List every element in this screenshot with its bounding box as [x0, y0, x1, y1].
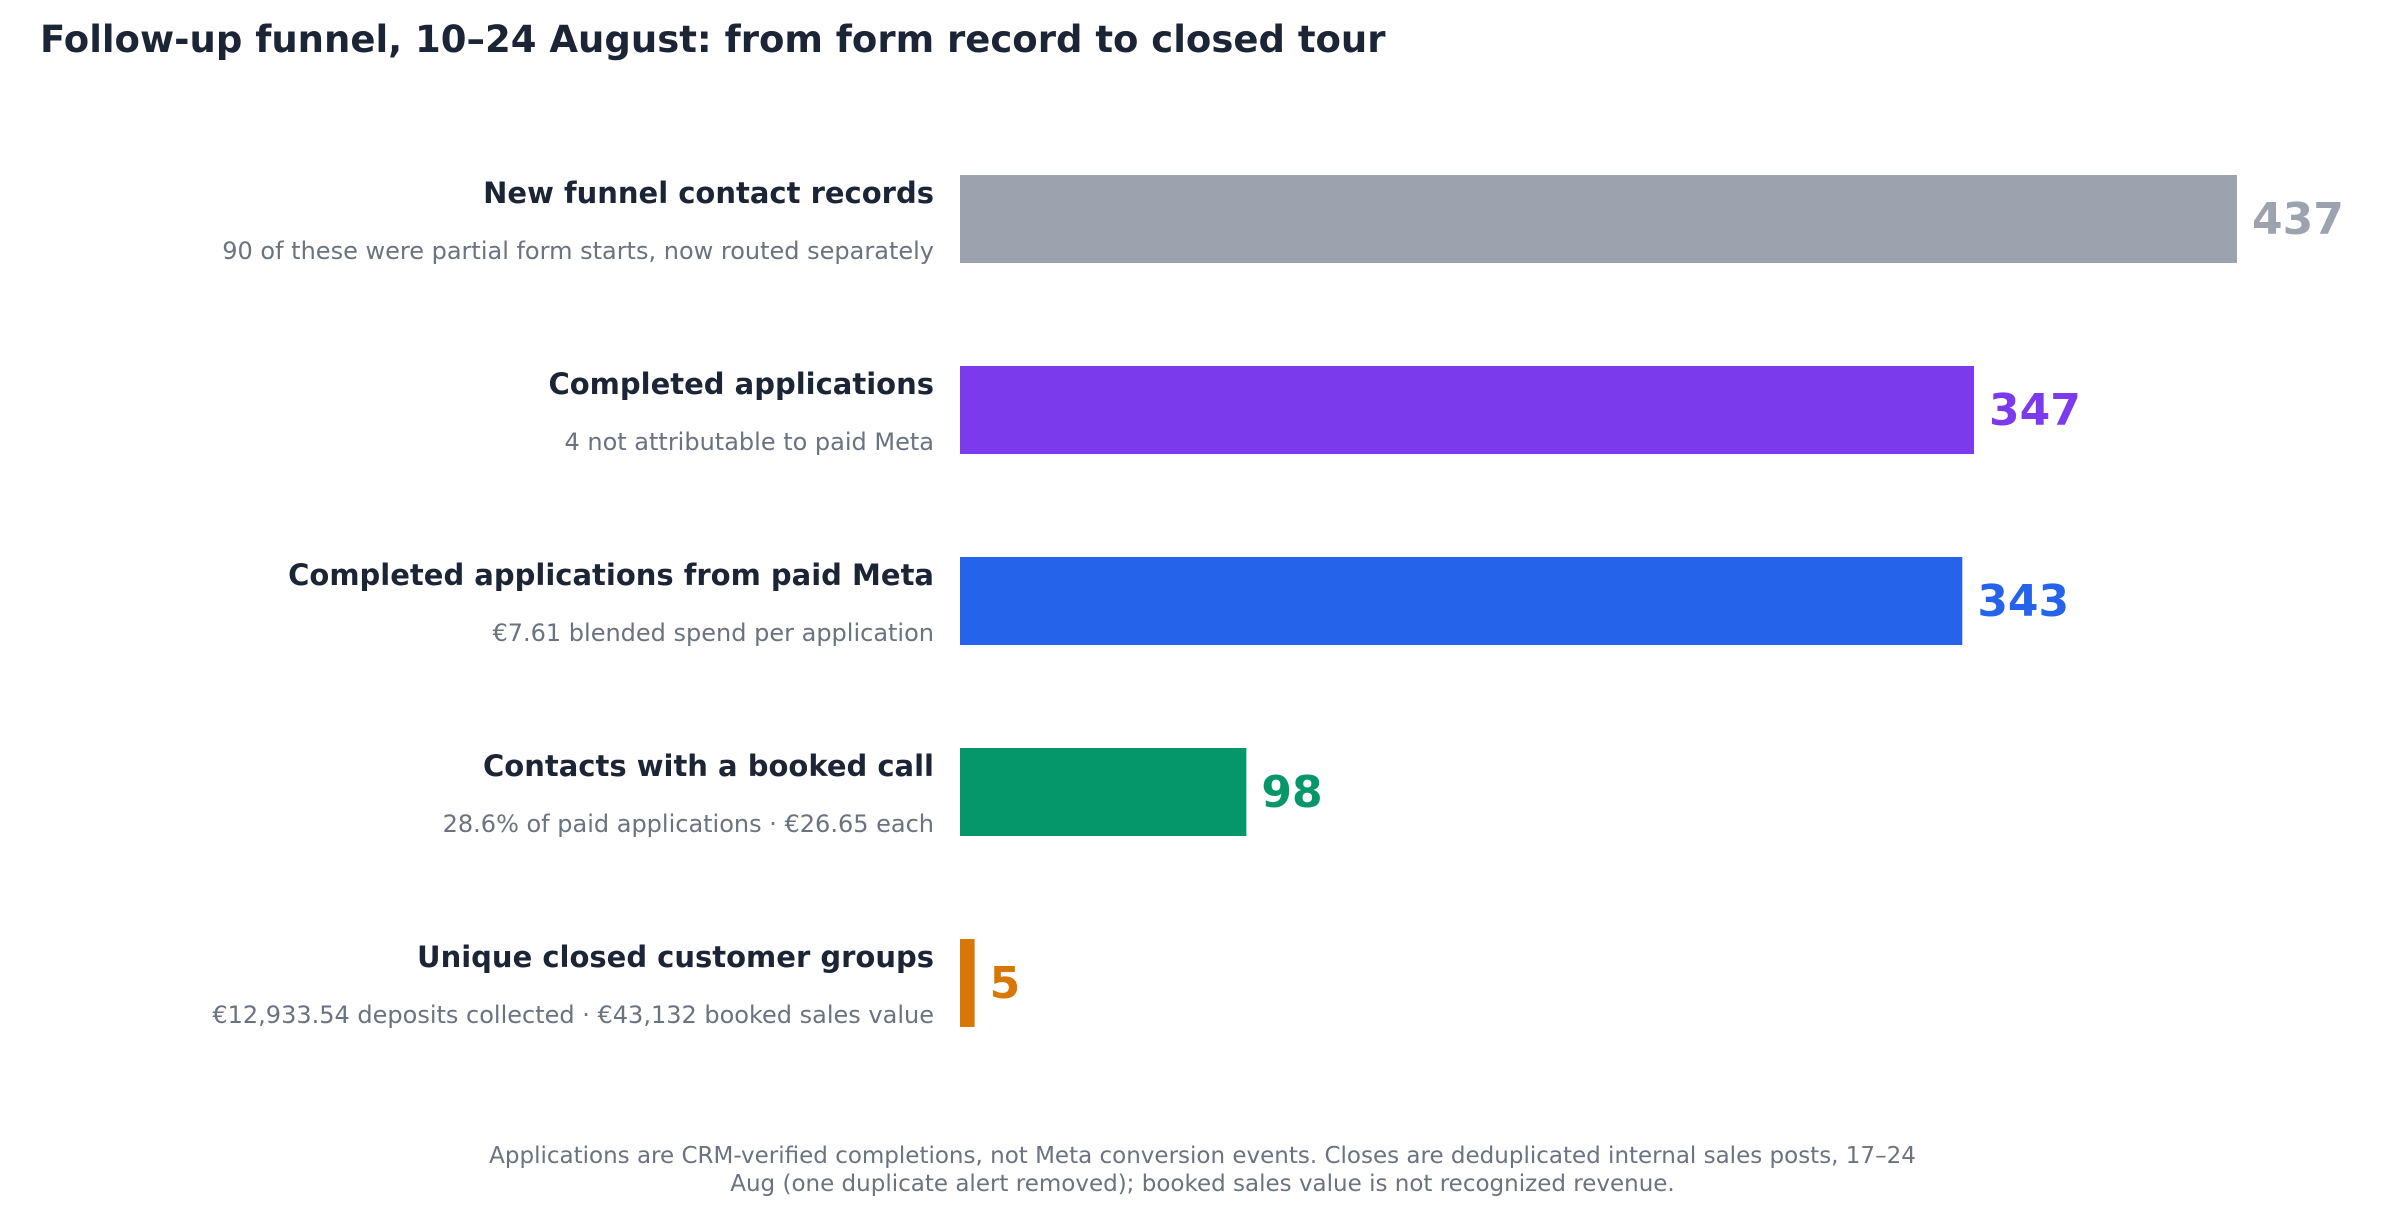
chart-title: Follow-up funnel, 10–24 August: from for…: [40, 18, 1386, 61]
bar: [960, 939, 975, 1027]
bar: [960, 557, 1963, 645]
chart-footnote: Applications are CRM-verified completion…: [489, 1143, 1916, 1197]
category-subtitle: €12,933.54 deposits collected · €43,132 …: [212, 1001, 934, 1029]
bar: [960, 175, 2237, 263]
data-label: 98: [1261, 767, 1322, 818]
category-subtitle: €7.61 blended spend per application: [492, 619, 934, 647]
data-label: 437: [2252, 194, 2344, 245]
category-label: New funnel contact records: [483, 176, 934, 210]
category-label: Unique closed customer groups: [417, 940, 934, 974]
category-subtitle: 28.6% of paid applications · €26.65 each: [443, 810, 934, 838]
bar: [960, 366, 1975, 454]
data-label: 5: [990, 958, 1021, 1009]
category-label: Completed applications: [548, 367, 934, 401]
category-label: Completed applications from paid Meta: [288, 558, 934, 592]
category-subtitle: 90 of these were partial form starts, no…: [222, 237, 934, 265]
data-label: 343: [1977, 576, 2069, 627]
data-label: 347: [1989, 385, 2081, 436]
bar: [960, 748, 1247, 836]
category-label: Contacts with a booked call: [483, 749, 934, 783]
category-subtitle: 4 not attributable to paid Meta: [564, 428, 934, 456]
